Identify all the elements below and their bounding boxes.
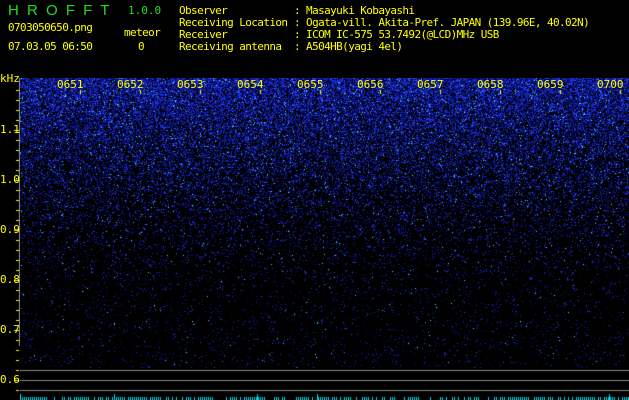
info-value: : Ogata-vill. Akita-Pref. JAPAN (139.96E… <box>294 16 590 29</box>
app-logo: H R O F F T <box>8 2 112 19</box>
app-version: 1.0.0 <box>128 4 162 17</box>
info-value: : Masayuki Kobayashi <box>294 4 415 17</box>
info-label: Receiving Location <box>179 16 288 29</box>
time-label: 0651 <box>57 78 84 91</box>
info-label: Receiving antenna <box>179 40 282 53</box>
y-tick-label: 1.0 <box>0 173 20 186</box>
spectrogram-canvas <box>20 78 629 400</box>
time-label: 0652 <box>117 78 144 91</box>
time-label: 0653 <box>177 78 204 91</box>
frequency-axis-ticks <box>0 78 20 400</box>
y-tick-label: 0.9 <box>0 223 20 236</box>
y-unit-label: kHz <box>0 72 20 85</box>
info-value: : ICOM IC-575 53.7492(@LCD)MHz USB <box>294 28 499 41</box>
y-tick-label: 0.7 <box>0 323 20 336</box>
file-datetime: 07.03.05 06:50 <box>8 40 93 53</box>
info-label: Observer <box>179 4 228 17</box>
y-tick-label: 0.8 <box>0 273 20 286</box>
info-value: : A504HB(yagi 4el) <box>294 40 403 53</box>
meteor-count: 0 <box>138 40 145 53</box>
y-tick-label: 0.6 <box>0 373 20 386</box>
time-label: 0658 <box>477 78 504 91</box>
time-label: 0700 <box>597 78 624 91</box>
time-label: 0656 <box>357 78 384 91</box>
y-tick-label: 1.1 <box>0 123 20 136</box>
meteor-label: meteor <box>124 26 161 39</box>
time-label: 0659 <box>537 78 564 91</box>
time-label: 0655 <box>297 78 324 91</box>
time-label: 0657 <box>417 78 444 91</box>
file-name: 0703050650.png <box>8 21 93 34</box>
time-label: 0654 <box>237 78 264 91</box>
info-label: Receiver <box>179 28 228 41</box>
